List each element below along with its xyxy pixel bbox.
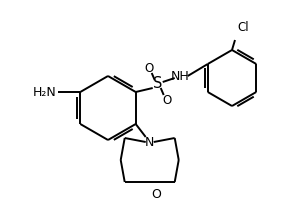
Text: NH: NH: [170, 70, 189, 83]
Text: Cl: Cl: [237, 21, 249, 34]
Text: H₂N: H₂N: [33, 86, 56, 98]
Text: N: N: [145, 135, 154, 149]
Text: O: O: [162, 94, 171, 107]
Text: O: O: [144, 61, 153, 74]
Text: O: O: [151, 188, 161, 201]
Text: S: S: [153, 76, 162, 92]
